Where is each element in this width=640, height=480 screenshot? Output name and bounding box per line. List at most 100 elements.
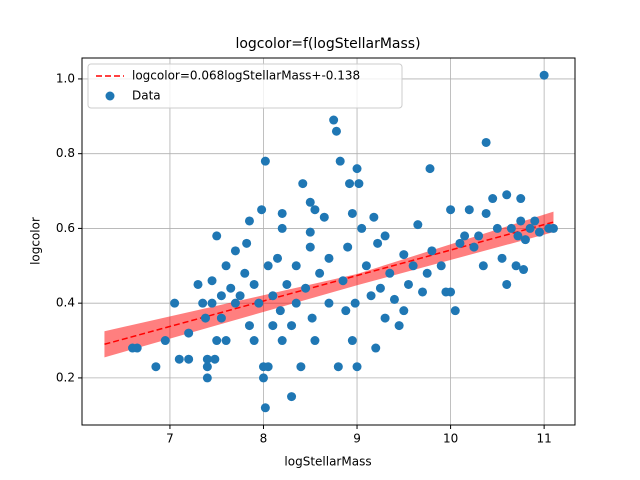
data-point (249, 279, 259, 289)
data-point (520, 235, 530, 245)
x-tick-label: 8 (260, 432, 268, 446)
data-point (331, 126, 341, 136)
data-point (347, 336, 357, 346)
data-point (235, 291, 245, 301)
data-point (361, 261, 371, 271)
data-point (455, 238, 465, 248)
data-point (310, 336, 320, 346)
data-point (464, 205, 474, 215)
data-point (207, 298, 217, 308)
data-point (345, 179, 355, 189)
data-point (357, 223, 367, 233)
data-point (385, 268, 395, 278)
data-point (221, 261, 231, 271)
data-point (275, 306, 285, 316)
data-point (254, 298, 264, 308)
data-point (492, 223, 502, 233)
data-point (352, 164, 362, 174)
data-point (273, 253, 283, 263)
data-point (202, 362, 212, 372)
data-point (291, 298, 301, 308)
data-point (170, 298, 180, 308)
chart-title: logcolor=f(logStellarMass) (235, 36, 420, 52)
data-point (446, 205, 456, 215)
data-point (425, 164, 435, 174)
data-point (260, 403, 270, 413)
data-point (399, 250, 409, 260)
data-point (258, 373, 268, 383)
data-point (298, 179, 308, 189)
data-point (446, 287, 456, 297)
data-point (305, 227, 315, 237)
x-tick-label: 11 (536, 432, 551, 446)
y-tick-label: 0.8 (56, 146, 75, 160)
data-point (352, 362, 362, 372)
y-tick-label: 0.4 (56, 296, 75, 310)
data-point (380, 313, 390, 323)
data-point (324, 298, 334, 308)
data-point (198, 298, 208, 308)
data-point (184, 328, 194, 338)
data-point (511, 261, 521, 271)
x-tick-label: 9 (353, 432, 361, 446)
y-tick-label: 1.0 (56, 71, 75, 85)
data-point (268, 321, 278, 331)
data-point (277, 208, 287, 218)
data-point (469, 242, 479, 252)
legend-box (87, 63, 403, 109)
data-point (513, 231, 523, 241)
data-point (460, 231, 470, 241)
confidence-band (104, 211, 554, 358)
data-point (338, 276, 348, 286)
data-point (347, 208, 357, 218)
legend-label: Data (132, 89, 161, 103)
data-point (539, 70, 549, 80)
data-point (450, 306, 460, 316)
data-point (478, 261, 488, 271)
data-point (305, 197, 315, 207)
data-point (380, 231, 390, 241)
data-point (263, 362, 273, 372)
data-point (319, 212, 329, 222)
data-point (333, 362, 343, 372)
data-point (436, 261, 446, 271)
data-point (305, 242, 315, 252)
data-point (324, 253, 334, 263)
data-point (132, 343, 142, 353)
y-tick-label: 0.2 (56, 370, 75, 384)
fit-line (104, 221, 554, 345)
data-point (221, 336, 231, 346)
data-point (525, 223, 535, 233)
data-point (502, 190, 512, 200)
data-point (174, 354, 184, 364)
data-point (373, 238, 383, 248)
data-point (403, 279, 413, 289)
data-point (268, 291, 278, 301)
data-point (151, 362, 161, 372)
data-point (389, 294, 399, 304)
data-point (226, 283, 236, 293)
data-point (207, 276, 217, 286)
data-point (502, 279, 512, 289)
y-axis-label: logcolor (29, 217, 43, 265)
data-point (418, 287, 428, 297)
data-point (240, 268, 250, 278)
data-point (310, 205, 320, 215)
data-point (216, 291, 226, 301)
data-point (287, 392, 297, 402)
data-point (260, 156, 270, 166)
data-point (481, 208, 491, 218)
data-point (341, 306, 351, 316)
data-point (282, 279, 292, 289)
data-point (530, 216, 540, 226)
data-point (497, 253, 507, 263)
data-point (277, 223, 287, 233)
data-point (371, 343, 381, 353)
x-tick-label: 7 (166, 432, 174, 446)
data-point (244, 216, 254, 226)
data-point (506, 223, 516, 233)
plot-frame (81, 57, 576, 426)
data-point (329, 115, 339, 125)
data-point (184, 354, 194, 364)
